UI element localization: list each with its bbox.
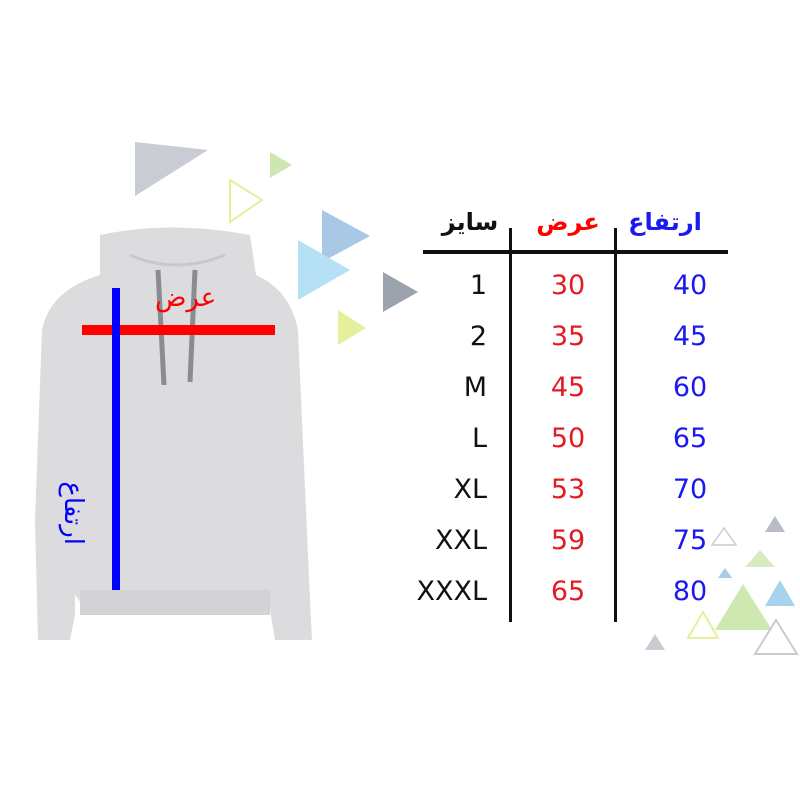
cell-size: XL [453,474,487,505]
cell-height: 65 [672,423,708,454]
cell-size: L [471,423,487,454]
triangle-decoration [686,609,720,639]
header-size: سایز [441,208,499,236]
header-divider [423,250,728,254]
triangle-decoration [338,310,366,345]
cell-height: 75 [672,525,708,556]
cell-width: 59 [550,525,586,556]
cell-height: 70 [672,474,708,505]
triangle-decoration [710,526,738,546]
cell-width: 35 [550,321,586,352]
triangle-decoration [718,568,732,578]
triangle-decoration [322,210,370,262]
triangle-decoration [753,618,799,655]
column-divider [614,228,617,622]
triangle-decoration [383,272,418,312]
column-divider [509,228,512,622]
cell-width: 65 [550,576,586,607]
cell-height: 40 [672,270,708,301]
cell-size: 1 [469,270,487,301]
triangle-decoration [229,178,264,224]
cell-size: XXL [434,525,487,556]
width-label: عرض [155,283,217,313]
hoodie-illustration [35,227,312,640]
cell-width: 53 [550,474,586,505]
triangle-decoration [715,584,772,630]
height-measure-line [112,288,120,590]
header-height: ارتفاع [628,208,702,236]
cell-width: 50 [550,423,586,454]
cell-size: M [463,372,487,403]
header-width: عرض [536,208,600,236]
triangle-decoration [745,550,775,567]
triangle-decoration [298,240,350,300]
cell-width: 45 [550,372,586,403]
triangle-decoration [135,142,208,196]
triangle-decoration [765,516,785,532]
cell-height: 60 [672,372,708,403]
cell-width: 30 [550,270,586,301]
triangle-decoration [765,580,795,606]
triangle-decoration [645,634,665,650]
cell-height: 80 [672,576,708,607]
cell-size: 2 [469,321,487,352]
width-measure-line [82,325,275,335]
cell-size: XXXL [416,576,487,607]
triangle-decoration [270,152,292,178]
cell-height: 45 [672,321,708,352]
height-label: ارتفاع [58,481,88,545]
